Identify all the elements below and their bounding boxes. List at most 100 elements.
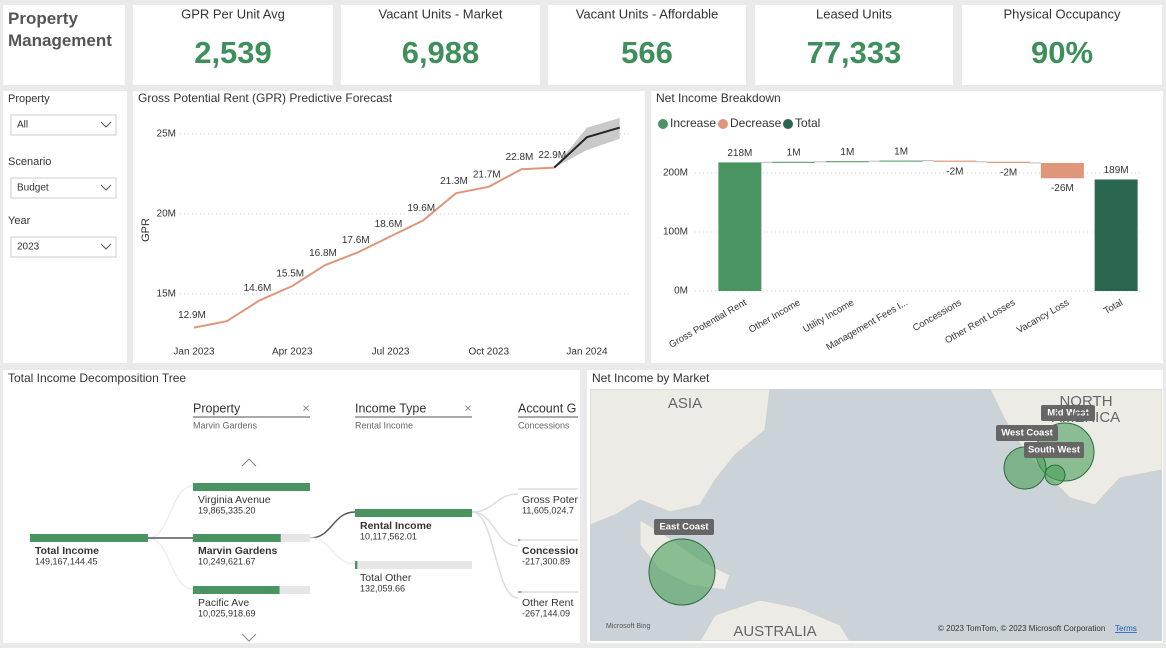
legend-label: Decrease: [730, 116, 782, 130]
land: [699, 599, 851, 641]
market-tag: [1024, 442, 1084, 458]
dropdown-box: [10, 236, 117, 258]
bar: [718, 162, 762, 291]
data-label: -26M: [1051, 183, 1074, 194]
legend-label: Increase: [670, 116, 716, 130]
map-provider: Microsoft Bing: [606, 623, 650, 630]
level-name: Income Type: [355, 401, 426, 415]
market-bubble[interactable]: [648, 538, 716, 606]
tree-bar-bg: [518, 539, 578, 541]
data-label: 17.6M: [342, 235, 370, 246]
scroll-up[interactable]: [241, 458, 257, 467]
legend-marker: [658, 119, 668, 129]
y-tick-label: 25M: [157, 129, 176, 140]
x-tick-label: Apr 2023: [272, 347, 313, 358]
scroll-down[interactable]: [241, 633, 257, 642]
close-level[interactable]: ×: [302, 400, 310, 415]
tree-connector: [471, 511, 519, 547]
bar: [1040, 162, 1084, 179]
market-tag: [654, 519, 714, 535]
data-label: 14.6M: [244, 283, 272, 294]
panel: [3, 370, 580, 643]
node-value: 132,059.66: [360, 583, 405, 593]
bar: [772, 161, 816, 163]
legend-marker: [783, 119, 793, 129]
node-label: Concession: [522, 545, 582, 557]
bar: [1094, 179, 1138, 291]
tree-bar-bg: [355, 561, 472, 569]
kpi-value: 90%: [1031, 35, 1093, 70]
series-line: [193, 166, 555, 329]
kpi-value: 77,333: [807, 35, 902, 70]
dropdown-chevron: [100, 121, 112, 128]
bar: [879, 160, 923, 162]
data-label: 12.9M: [178, 310, 206, 321]
close-level[interactable]: ×: [464, 400, 472, 415]
data-label: 218M: [727, 148, 752, 159]
dropdown-chevron: [100, 184, 112, 191]
decomposition-tree: Property Marvin Gardens × Income Type Rental…: [30, 400, 582, 642]
market-label: Mid West: [1047, 408, 1089, 419]
tree-connector: [309, 511, 356, 539]
data-label: 1M: [840, 147, 854, 158]
dropdown-value: Budget: [17, 183, 49, 194]
tree-connector: [471, 511, 519, 599]
kpi-card: [962, 5, 1162, 85]
tree-bar: [193, 534, 281, 542]
panel: [3, 91, 127, 363]
x-tick-label: Jul 2023: [372, 347, 410, 358]
node-label: Pacific Ave: [198, 597, 249, 609]
map-region: NORTH AMERICA: [1051, 393, 1121, 426]
kpi-label: GPR Per Unit Avg: [181, 6, 285, 21]
node-value: -267,144.09: [522, 608, 570, 618]
tree-title: Total Income Decomposition Tree: [8, 371, 186, 385]
node-label: Total Income: [35, 545, 99, 557]
tree-bar: [355, 509, 472, 517]
level-selection: Rental Income: [355, 420, 413, 430]
node-label: Marvin Gardens: [198, 545, 278, 557]
legend-marker: [718, 119, 728, 129]
node-value: 11,605,024.7: [522, 505, 574, 515]
node-value: 149,167,144.45: [35, 556, 98, 566]
level-name: Account G: [518, 401, 576, 415]
market-tag: [996, 425, 1058, 441]
map-region: AUSTRALIA: [733, 623, 816, 640]
kpi-value: 2,539: [194, 35, 272, 70]
market-bubble[interactable]: [1044, 464, 1066, 486]
dropdown-box: [10, 114, 117, 136]
node-label: Total Other: [360, 572, 412, 584]
forecast-band: [554, 118, 620, 168]
y-tick-label: 100M: [663, 227, 688, 238]
y-tick-label: 20M: [157, 209, 176, 220]
bar: [987, 161, 1031, 163]
terms-link[interactable]: Terms: [1115, 624, 1137, 633]
level-selection: Marvin Gardens: [193, 420, 258, 430]
tree-bar-bg: [518, 488, 578, 490]
tree-bar: [518, 539, 521, 541]
tree-connector: [309, 537, 356, 565]
kpi-label: Vacant Units - Affordable: [576, 6, 719, 21]
dropdown-chevron: [100, 243, 112, 250]
y-tick-label: 200M: [663, 168, 688, 179]
slicer-dropdown[interactable]: All: [10, 114, 117, 136]
kpi-card: [755, 5, 953, 85]
data-label: 1M: [787, 147, 801, 158]
chart-title: Gross Potential Rent (GPR) Predictive Fo…: [138, 91, 393, 105]
kpi-card: [341, 5, 540, 85]
node-value: -217,300.89: [522, 556, 570, 566]
bar: [933, 160, 977, 162]
node-value: 10,249,621.67: [198, 556, 256, 566]
tree-bar: [30, 534, 148, 542]
node-label: Rental Income: [360, 520, 432, 532]
slicer-label: Scenario: [8, 156, 51, 168]
level-name: Property: [193, 401, 241, 415]
tree-bar: [518, 591, 522, 593]
data-label: 16.8M: [309, 248, 337, 259]
slicer-dropdown[interactable]: 2023: [10, 236, 117, 258]
slicer-dropdown[interactable]: Budget: [10, 177, 117, 199]
node-value: 10,117,562.01: [360, 531, 417, 541]
tree-connector: [471, 493, 519, 513]
y-axis-label: GPR: [140, 218, 152, 242]
